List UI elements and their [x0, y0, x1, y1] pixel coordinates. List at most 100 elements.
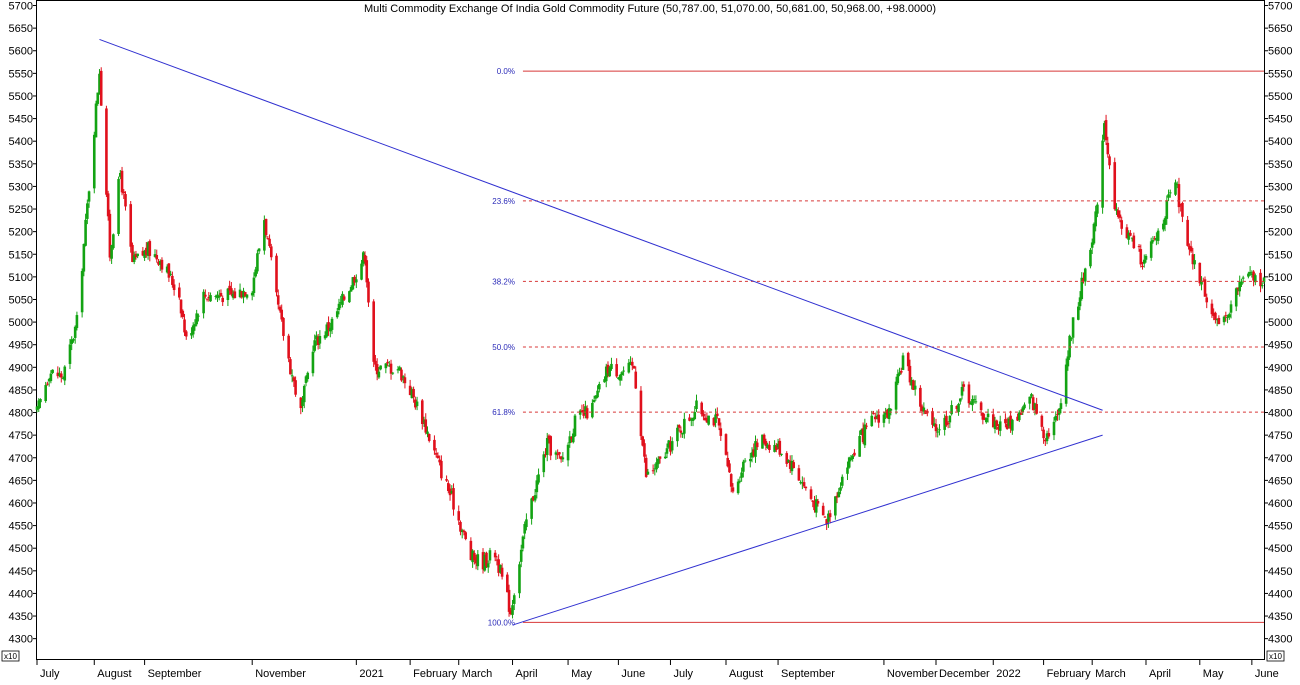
candle-down — [420, 400, 424, 425]
candle-up — [349, 287, 353, 292]
candle-down — [160, 259, 164, 270]
candle-up — [398, 367, 402, 371]
x-tick-label: May — [1203, 668, 1224, 680]
candle-up — [61, 377, 65, 379]
y-tick-label-left: 5550 — [9, 68, 33, 80]
candle-up — [35, 406, 39, 410]
x-tick-label: August — [729, 668, 763, 680]
candle-up — [889, 409, 893, 411]
candle-up — [799, 482, 802, 484]
candle-down — [717, 418, 721, 426]
candle-up — [193, 324, 197, 327]
x-tick-label: April — [516, 668, 538, 680]
candle-up — [37, 400, 41, 409]
y-tick-label-right: 4350 — [1268, 611, 1292, 623]
candle-down — [712, 417, 716, 426]
candle-down — [120, 170, 124, 193]
candle-up — [86, 203, 89, 219]
candle-up — [119, 173, 122, 177]
candle-down — [56, 372, 60, 377]
candle-up — [938, 429, 941, 431]
candle-up — [252, 277, 256, 294]
candle-down — [292, 377, 296, 382]
candle-down — [785, 453, 789, 464]
x-tick-label: May — [571, 668, 592, 680]
candle-down — [828, 513, 832, 518]
candle-down — [630, 361, 634, 366]
candle-up — [44, 385, 47, 402]
candle-up — [1215, 319, 1219, 321]
candle-down — [1118, 214, 1122, 218]
candle-down — [906, 352, 910, 367]
candle-up — [1248, 271, 1252, 274]
candle-up — [1089, 249, 1092, 267]
candle-up — [190, 333, 193, 336]
fib-level-label: 50.0% — [492, 343, 515, 352]
candle-up — [922, 407, 926, 412]
candle-down — [436, 455, 440, 459]
candle-up — [197, 315, 200, 317]
y-tick-label-right: 4950 — [1268, 340, 1292, 352]
candle-up — [471, 550, 474, 563]
candle-up — [302, 385, 306, 403]
candle-down — [372, 301, 375, 362]
candle-up — [337, 303, 341, 310]
x-tick-label: July — [673, 668, 693, 680]
candle-up — [379, 365, 382, 370]
candle-up — [330, 318, 334, 330]
candle-down — [1224, 315, 1228, 317]
candle-down — [967, 384, 971, 404]
candle-down — [962, 384, 966, 387]
x-tick-label: September — [781, 668, 835, 680]
y-tick-label-left: 4950 — [9, 340, 33, 352]
candle-up — [683, 418, 686, 434]
candle-up — [335, 311, 339, 318]
candle-up — [620, 372, 624, 376]
candle-up — [545, 438, 549, 455]
candle-down — [1031, 397, 1035, 410]
candle-up — [518, 564, 521, 594]
candle-up — [1162, 223, 1165, 230]
candle-up — [1260, 285, 1264, 287]
candle-down — [1186, 219, 1189, 246]
candle-down — [105, 108, 108, 195]
candle-down — [825, 519, 828, 525]
candle-down — [724, 434, 728, 455]
candle-up — [169, 273, 172, 275]
candle-down — [559, 456, 563, 460]
candle-up — [1168, 192, 1172, 194]
candle-down — [634, 371, 638, 389]
candle-up — [82, 243, 86, 272]
candle-down — [507, 589, 511, 612]
candle-up — [242, 290, 245, 298]
candle-up — [202, 291, 205, 314]
candle-down — [374, 360, 377, 365]
candle-up — [1174, 182, 1177, 195]
candle-up — [974, 401, 978, 403]
candle-down — [1042, 429, 1045, 439]
candle-up — [851, 455, 854, 459]
candle-up — [1090, 242, 1094, 248]
candle-down — [899, 370, 903, 373]
candle-up — [646, 471, 650, 475]
x-tick-label: February — [1047, 668, 1092, 680]
candle-down — [46, 383, 49, 385]
x-tick-label: 2022 — [996, 668, 1020, 680]
candle-up — [450, 491, 454, 494]
candle-up — [1175, 183, 1179, 186]
candle-up — [986, 413, 990, 418]
candle-down — [367, 281, 370, 303]
candle-down — [1125, 227, 1129, 239]
candle-up — [993, 421, 997, 430]
y-tick-label-left: 4650 — [9, 475, 33, 487]
candle-down — [145, 247, 148, 255]
candle-up — [776, 443, 780, 448]
candle-down — [299, 397, 303, 409]
candle-up — [840, 476, 844, 486]
candle-up — [245, 294, 249, 298]
candle-up — [608, 367, 612, 377]
candle-up — [1165, 200, 1169, 219]
y-tick-label-left: 5700 — [9, 1, 33, 13]
candle-up — [486, 563, 490, 568]
